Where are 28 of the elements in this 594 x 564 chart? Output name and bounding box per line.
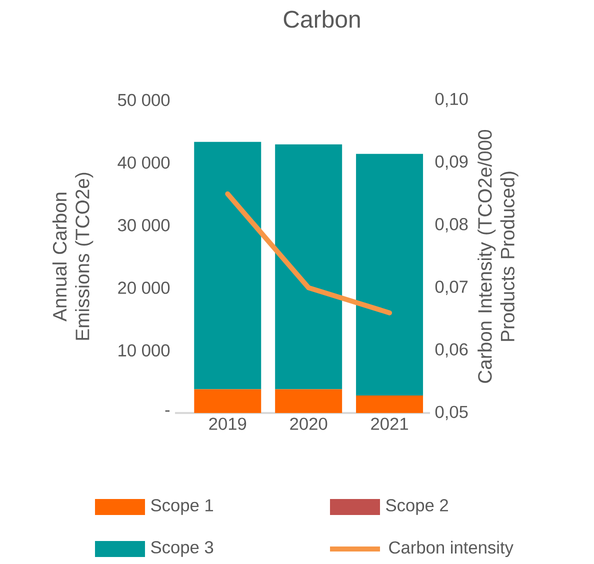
bar [194,142,262,390]
y2-tick-label: 0,05 [435,406,468,420]
y2-tick-label: 0,08 [435,218,468,232]
bar [275,144,342,390]
y-axis-title: Annual Carbon Emissions (TCO2e) [52,172,94,340]
legend-label: Scope 1 [151,499,214,515]
y-tick-label: 40 000 [118,156,170,169]
bar [275,389,342,413]
bar [194,389,262,413]
x-tick-label: 2020 [290,418,328,430]
chart-title: Carbon [284,10,360,28]
bar [356,395,424,413]
bar [356,154,424,396]
y-tick-label: - [165,410,170,412]
y-tick-label: 20 000 [118,282,170,294]
legend-label: Scope 3 [151,541,214,557]
legend-label: Scope 2 [386,499,448,515]
y2-tick-label: 0,07 [435,280,468,295]
y-tick-label: 30 000 [118,219,170,232]
x-tick-label: 2019 [209,418,246,430]
y-tick-label: 50 000 [118,94,170,106]
y-tick-label: 10 000 [118,344,170,357]
y2-tick-label: 0,10 [435,92,468,108]
legend-label: Carbon intensity [389,540,514,558]
y2-tick-label: 0,09 [435,155,468,170]
y2-axis-title: Carbon Intensity (TCO2e/000 Products Produced) [478,130,518,383]
x-tick-label: 2021 [371,418,408,430]
y2-tick-label: 0,06 [435,343,468,358]
